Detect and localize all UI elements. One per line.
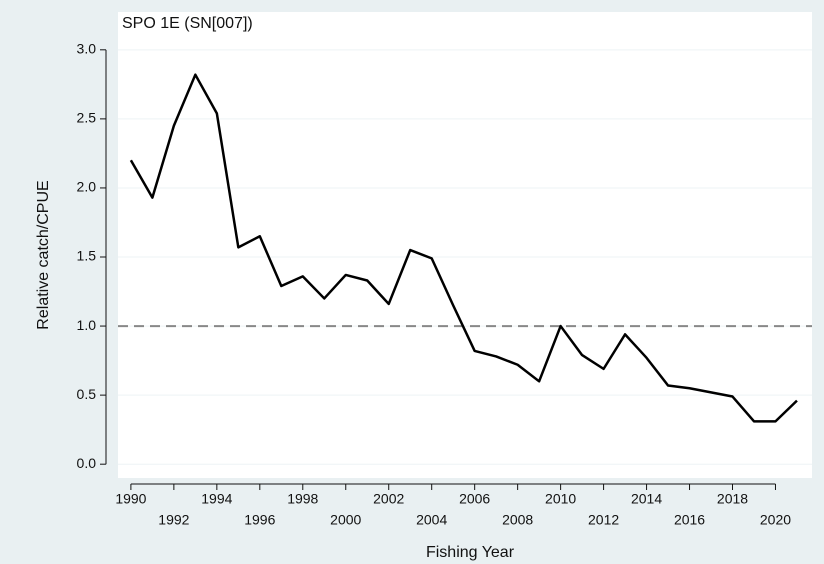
y-tick-label: 2.5: [77, 110, 97, 126]
x-tick-label: 2004: [416, 512, 447, 528]
y-tick-label: 1.0: [77, 317, 97, 333]
x-tick-label: 1996: [244, 512, 275, 528]
y-tick-label: 2.0: [77, 179, 97, 195]
x-tick-label: 2000: [330, 512, 361, 528]
x-tick-label: 2010: [545, 491, 576, 507]
y-tick-label: 3.0: [77, 41, 97, 57]
x-tick-label: 2012: [588, 512, 619, 528]
data-line: [129, 73, 798, 423]
x-tick-label: 2016: [674, 512, 705, 528]
x-axis-label: Fishing Year: [426, 544, 515, 561]
x-tick-label: 2014: [631, 491, 662, 507]
x-tick-label: 2002: [373, 491, 404, 507]
x-tick-label: 1994: [201, 491, 232, 507]
x-tick-label: 1990: [115, 491, 146, 507]
x-tick-label: 2018: [717, 491, 748, 507]
plot-area: [118, 12, 812, 478]
chart-title: SPO 1E (SN[007]): [122, 15, 253, 32]
y-tick-label: 0.0: [77, 455, 97, 471]
y-tick-label: 1.5: [77, 248, 97, 264]
x-tick-label: 2006: [459, 491, 490, 507]
x-tick-label: 1998: [287, 491, 318, 507]
x-tick-label: 2008: [502, 512, 533, 528]
x-tick-label: 1992: [158, 512, 189, 528]
y-tick-label: 0.5: [77, 386, 97, 402]
x-tick-label: 2020: [760, 512, 791, 528]
y-axis-label: Relative catch/CPUE: [35, 180, 52, 329]
